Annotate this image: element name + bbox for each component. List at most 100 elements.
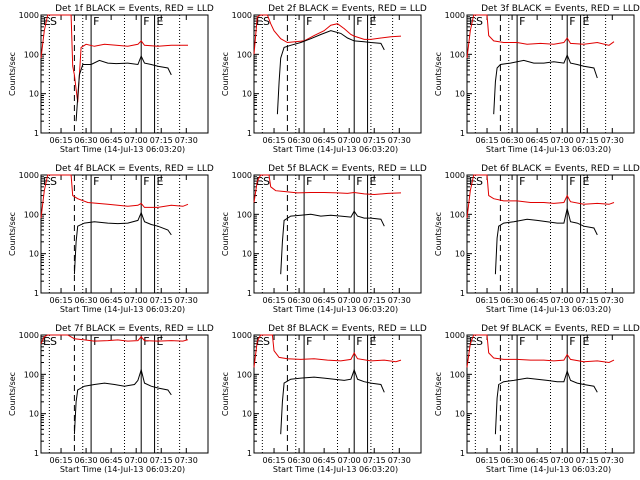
x-tick-label: 06:30: [288, 456, 311, 465]
chart-title: Det 4f BLACK = Events, RED = LLD: [55, 164, 214, 174]
y-tick-label: 10: [455, 90, 465, 99]
series-line-lld: [253, 174, 402, 203]
series-line-events: [73, 211, 172, 275]
series-line-events: [276, 30, 385, 115]
marker-label-e: E: [370, 15, 377, 28]
series-line-events: [494, 369, 598, 435]
x-tick-label: 07:15: [150, 296, 173, 305]
y-axis-label: Counts/sec: [434, 52, 443, 96]
y-axis-label: Counts/sec: [221, 212, 230, 256]
x-tick-label: 07:30: [175, 456, 198, 465]
marker-label-f: F: [519, 15, 525, 28]
chart-panel-det8: Det 8f BLACK = Events, RED = LLD 1 10 100 10…: [221, 324, 427, 474]
x-tick-label: 06:45: [100, 296, 123, 305]
series-line-events: [73, 368, 172, 435]
x-tick-label: 06:45: [526, 136, 549, 145]
x-tick-label: 06:45: [313, 136, 336, 145]
x-tick-label: 06:15: [50, 136, 73, 145]
y-axis-label: Counts/sec: [8, 372, 17, 416]
x-tick-label: 06:15: [50, 456, 73, 465]
y-tick-label: 1000: [19, 171, 39, 180]
marker-label-f: F: [143, 175, 149, 188]
x-tick-label: 06:30: [288, 296, 311, 305]
y-tick-label: 1: [460, 129, 465, 138]
y-tick-label: 10: [455, 250, 465, 259]
series-line-events: [494, 208, 598, 275]
chart-title: Det 2f BLACK = Events, RED = LLD: [268, 4, 427, 14]
x-tick-label: 06:30: [75, 136, 98, 145]
y-tick-label: 10: [242, 410, 252, 419]
marker-label-f: F: [569, 175, 575, 188]
x-tick-label: 07:15: [576, 296, 599, 305]
marker-label-es: ES: [256, 175, 270, 188]
x-tick-label: 06:30: [501, 296, 524, 305]
marker-label-e: E: [370, 175, 377, 188]
marker-label-f: F: [306, 175, 312, 188]
x-tick-label: 07:30: [601, 296, 624, 305]
chart-title: Det 7f BLACK = Events, RED = LLD: [55, 324, 214, 334]
x-tick-label: 07:30: [388, 136, 411, 145]
marker-label-f: F: [93, 15, 99, 28]
x-axis-label: Start Time (14-Jul-13 06:03:20): [273, 305, 398, 314]
marker-label-f: F: [356, 335, 362, 348]
chart-title: Det 3f BLACK = Events, RED = LLD: [481, 4, 640, 14]
y-tick-label: 1: [34, 289, 39, 298]
marker-label-e: E: [370, 335, 377, 348]
plot-frame: [466, 334, 635, 454]
x-tick-label: 07:00: [338, 456, 361, 465]
chart-title: Det 9f BLACK = Events, RED = LLD: [481, 324, 640, 334]
marker-label-f: F: [306, 335, 312, 348]
x-tick-label: 07:00: [551, 136, 574, 145]
chart-title: Det 1f BLACK = Events, RED = LLD: [55, 4, 214, 14]
series-line-lld: [253, 14, 402, 55]
y-tick-label: 10: [29, 90, 39, 99]
x-axis-label: Start Time (14-Jul-13 06:03:20): [60, 305, 185, 314]
y-tick-label: 1: [34, 449, 39, 458]
marker-label-f: F: [356, 15, 362, 28]
x-tick-label: 06:45: [100, 456, 123, 465]
x-tick-label: 07:30: [601, 456, 624, 465]
series-line-events: [280, 210, 385, 275]
marker-label-es: ES: [256, 15, 270, 28]
x-tick-label: 07:15: [363, 136, 386, 145]
chart-panel-det3: Det 3f BLACK = Events, RED = LLD 1 10 100 10…: [434, 4, 640, 154]
y-tick-label: 10: [29, 250, 39, 259]
x-tick-label: 07:15: [363, 456, 386, 465]
x-tick-label: 07:00: [551, 296, 574, 305]
plot-frame: [466, 174, 635, 294]
y-axis-label: Counts/sec: [8, 52, 17, 96]
y-tick-label: 1: [247, 289, 252, 298]
x-tick-label: 06:30: [75, 456, 98, 465]
x-tick-label: 06:15: [50, 296, 73, 305]
x-tick-label: 06:45: [526, 296, 549, 305]
y-tick-label: 100: [24, 50, 39, 59]
x-tick-label: 06:15: [263, 296, 286, 305]
series-line-lld: [40, 334, 189, 344]
plot-frame: [40, 334, 209, 454]
y-axis-label: Counts/sec: [221, 372, 230, 416]
y-tick-label: 10: [242, 250, 252, 259]
y-tick-label: 100: [450, 210, 465, 219]
plot-frame: [40, 14, 209, 134]
y-tick-label: 1: [460, 449, 465, 458]
y-tick-label: 1000: [445, 11, 465, 20]
chart-title: Det 6f BLACK = Events, RED = LLD: [481, 164, 640, 174]
x-axis-label: Start Time (14-Jul-13 06:03:20): [60, 145, 185, 154]
series-line-lld: [466, 14, 615, 59]
plot-frame: [40, 174, 209, 294]
x-tick-label: 07:00: [125, 296, 148, 305]
chart-panel-det7: Det 7f BLACK = Events, RED = LLD 1 10 100 10…: [8, 324, 214, 474]
x-tick-label: 06:45: [526, 456, 549, 465]
marker-label-es: ES: [43, 335, 57, 348]
series-line-lld: [466, 174, 615, 219]
series-line-events: [280, 368, 385, 435]
y-tick-label: 1000: [19, 11, 39, 20]
marker-label-e: E: [583, 335, 590, 348]
marker-label-e: E: [157, 175, 164, 188]
chart-panel-det9: Det 9f BLACK = Events, RED = LLD 1 10 100 10…: [434, 324, 640, 474]
series-line-lld: [466, 334, 615, 368]
marker-label-f: F: [143, 15, 149, 28]
y-tick-label: 100: [237, 210, 252, 219]
y-tick-label: 10: [29, 410, 39, 419]
chart-panel-det4: Det 4f BLACK = Events, RED = LLD 1 10 100 10…: [8, 164, 214, 314]
